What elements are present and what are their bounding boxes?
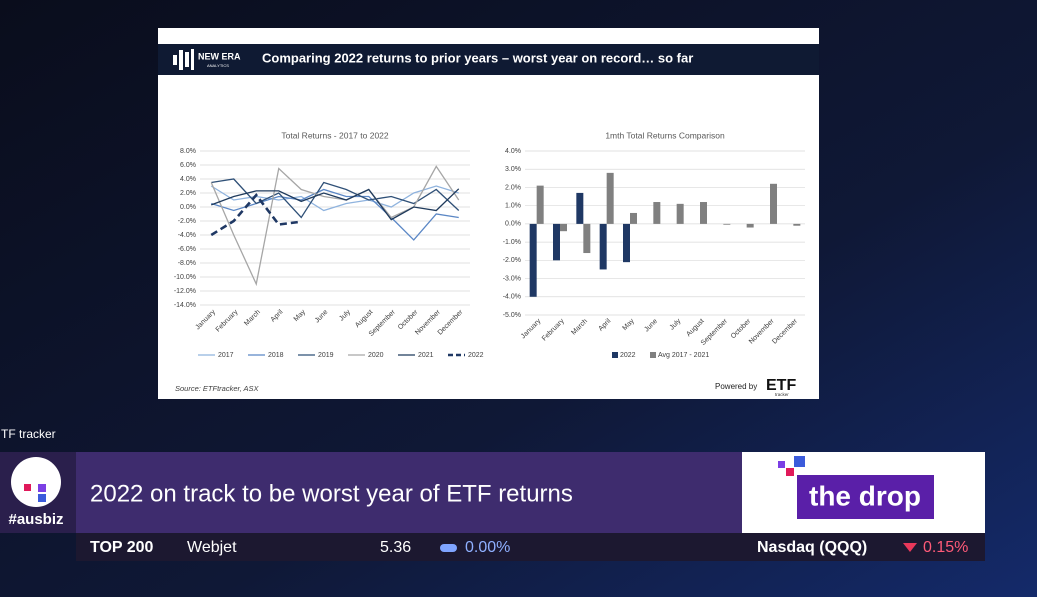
- bar: [623, 223, 630, 263]
- y-tick-label: 0.0%: [180, 204, 196, 211]
- legend-label: 2022: [468, 352, 484, 359]
- y-tick-label: 6.0%: [180, 162, 196, 169]
- ticker-market: Nasdaq (QQQ): [757, 539, 867, 556]
- series-line: [210, 193, 302, 237]
- ticker-index: TOP 200: [90, 539, 154, 556]
- legend-label: Avg 2017 - 2021: [658, 352, 709, 359]
- y-tick-label: 8.0%: [180, 148, 196, 155]
- brand-logo: [173, 49, 194, 70]
- brand: NEW ERA: [198, 51, 241, 61]
- y-tick-label: -10.0%: [174, 274, 196, 281]
- legend-label: 2018: [268, 352, 284, 359]
- caption: TF tracker: [1, 427, 56, 441]
- headline-bar: [76, 452, 742, 533]
- y-tick-label: 1.0%: [505, 203, 521, 210]
- y-tick-label: 2.0%: [180, 190, 196, 197]
- show-pixel: [794, 456, 805, 467]
- y-tick-label: -2.0%: [178, 218, 196, 225]
- series-line: [210, 165, 460, 287]
- flat-indicator: [440, 544, 457, 552]
- legend-swatch: [650, 352, 656, 358]
- etf-logo: ETF: [766, 377, 796, 394]
- etf-logo-sub: tracker: [775, 392, 789, 397]
- chart-title: Total Returns - 2017 to 2022: [281, 130, 389, 140]
- ticker-market-change: 0.15%: [923, 539, 968, 556]
- bar: [560, 223, 567, 232]
- bar: [583, 223, 591, 254]
- y-tick-label: -2.0%: [503, 257, 521, 264]
- y-tick-label: 3.0%: [505, 166, 521, 173]
- logo-pixel: [24, 484, 31, 491]
- series-line: [210, 185, 459, 212]
- bar: [676, 203, 684, 224]
- y-tick-label: 4.0%: [180, 176, 196, 183]
- y-tick-label: -3.0%: [503, 275, 521, 282]
- hashtag: #ausbiz: [8, 511, 63, 528]
- bar: [536, 185, 544, 224]
- bar: [599, 223, 607, 270]
- logo-pixel: [38, 484, 46, 492]
- logo-pixel: [38, 494, 46, 502]
- y-tick-label: -1.0%: [503, 239, 521, 246]
- slide-header: [158, 44, 819, 75]
- series-line: [211, 188, 460, 221]
- ticker-price: 5.36: [380, 539, 411, 556]
- bar: [553, 223, 560, 261]
- bar: [770, 183, 777, 224]
- bar: [653, 202, 661, 224]
- show-logo: [797, 475, 934, 519]
- show-pixel: [786, 468, 794, 476]
- y-tick-label: -4.0%: [503, 294, 521, 301]
- y-tick-label: 2.0%: [505, 184, 521, 191]
- y-tick-label: -8.0%: [178, 260, 196, 267]
- legend-label: 2022: [620, 352, 636, 359]
- y-tick-label: -6.0%: [178, 246, 196, 253]
- ausbiz-logo: [11, 457, 61, 507]
- bar: [746, 223, 754, 228]
- legend-swatch: [612, 352, 618, 358]
- slide-title: Comparing 2022 returns to prior years – …: [262, 50, 693, 65]
- y-tick-label: 4.0%: [505, 148, 521, 155]
- y-tick-label: -5.0%: [503, 312, 521, 319]
- bar: [529, 223, 537, 297]
- legend-label: 2021: [418, 352, 434, 359]
- bar: [630, 212, 637, 224]
- headline: 2022 on track to be worst year of ETF re…: [90, 480, 573, 507]
- y-tick-label: -14.0%: [174, 302, 196, 309]
- show-name: the drop: [809, 480, 921, 511]
- source: Source: ETFtracker, ASX: [175, 384, 259, 393]
- ticker-stock: Webjet: [187, 539, 237, 556]
- brand-sub: ANALYTICS: [207, 63, 229, 68]
- ticker-change: 0.00%: [465, 539, 510, 556]
- y-tick-label: 0.0%: [505, 221, 521, 228]
- legend-label: 2020: [368, 352, 384, 359]
- bar: [700, 202, 707, 224]
- show-pixel: [778, 461, 785, 468]
- down-indicator: [903, 543, 917, 552]
- series-line: [211, 188, 459, 241]
- legend-label: 2017: [218, 352, 234, 359]
- slide: [158, 28, 819, 399]
- bar: [606, 172, 614, 224]
- powered-by: Powered by: [715, 382, 757, 391]
- y-tick-label: -12.0%: [174, 288, 196, 295]
- chart-title: 1mth Total Returns Comparison: [605, 130, 725, 140]
- bar: [576, 192, 584, 224]
- bar: [793, 223, 801, 226]
- legend-label: 2019: [318, 352, 334, 359]
- ticker-bar: [76, 533, 985, 561]
- y-tick-label: -4.0%: [178, 232, 196, 239]
- bar: [723, 223, 731, 225]
